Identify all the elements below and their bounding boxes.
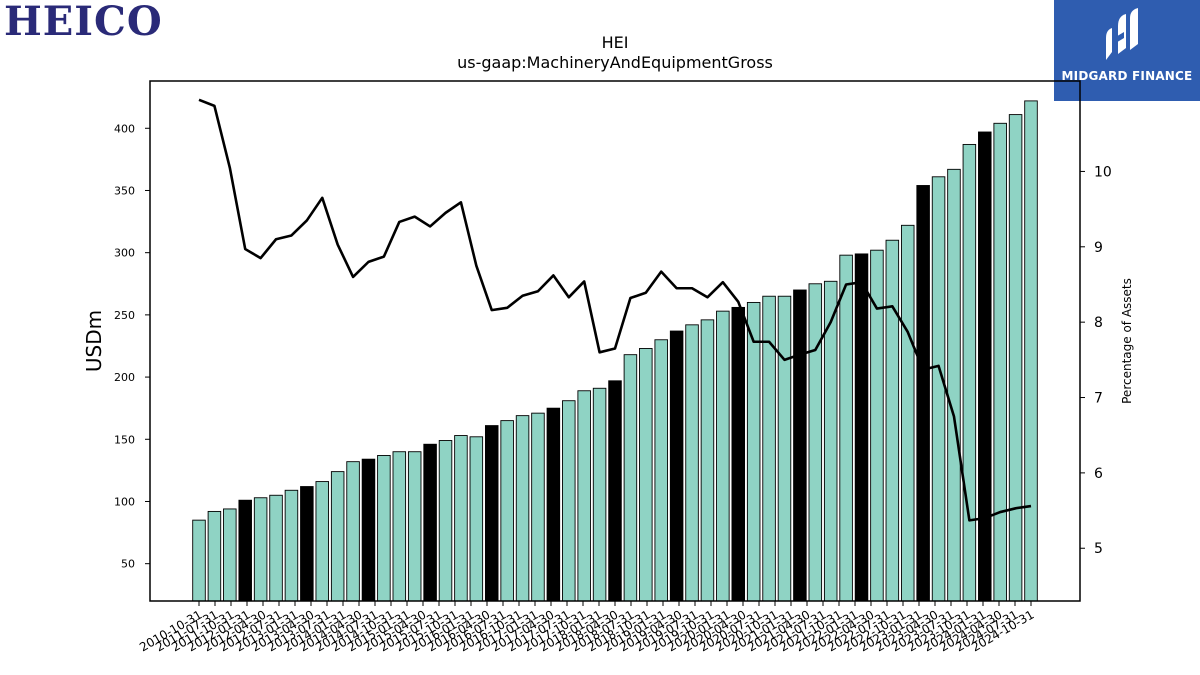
bar	[438, 440, 453, 602]
y-tick-label: 50	[121, 558, 135, 571]
y-tick-label: 400	[114, 122, 135, 135]
bar	[315, 481, 330, 602]
bar	[793, 289, 807, 602]
bar	[608, 380, 622, 602]
bar	[639, 348, 653, 602]
y2-axis-label: Percentage of Assets	[1120, 278, 1134, 404]
bar	[669, 330, 684, 602]
bar	[269, 494, 283, 602]
y2-tick-label: 9	[1094, 240, 1103, 256]
bar	[253, 497, 268, 602]
bar	[993, 122, 1007, 602]
bar	[238, 499, 252, 602]
y-tick-label: 300	[114, 247, 135, 260]
x-axis: 2010-10-312011-07-312011-10-312012-01-31…	[137, 601, 1037, 654]
bar	[654, 339, 668, 602]
bar	[577, 390, 591, 602]
y-axis-label: USDm	[82, 310, 106, 372]
bar	[1024, 100, 1038, 602]
bar	[808, 283, 823, 602]
bar	[947, 168, 961, 602]
bar	[377, 455, 391, 602]
bar	[900, 224, 915, 602]
bar	[854, 253, 869, 602]
bar	[716, 310, 730, 602]
bar	[484, 425, 499, 602]
bar	[962, 143, 977, 602]
right-axis: 5 6 7 8 9 10	[1080, 164, 1112, 557]
bar	[531, 412, 545, 602]
y2-tick-label: 7	[1094, 391, 1103, 407]
bar	[407, 451, 422, 602]
y2-tick-label: 5	[1094, 541, 1103, 557]
bar	[223, 508, 237, 602]
bar	[885, 239, 900, 602]
bar	[361, 458, 376, 602]
y2-tick-label: 8	[1094, 315, 1103, 331]
bar	[515, 415, 530, 602]
midgard-brand-text: MIDGARD FINANCE	[1061, 69, 1193, 83]
bar	[454, 435, 468, 602]
bar	[284, 489, 299, 602]
bar	[392, 451, 407, 602]
bar	[330, 471, 345, 602]
bar	[978, 131, 992, 602]
bar	[1008, 114, 1023, 602]
bar	[839, 254, 853, 602]
bar	[916, 185, 930, 602]
bar	[731, 306, 746, 602]
bar	[207, 510, 222, 602]
y-tick-label: 150	[114, 433, 135, 446]
bar	[300, 486, 314, 602]
y2-tick-label: 6	[1094, 466, 1103, 482]
bar	[469, 436, 484, 602]
y-tick-label: 250	[114, 309, 135, 322]
y-tick-label: 350	[114, 184, 135, 197]
bar	[562, 400, 576, 602]
bar	[546, 407, 561, 602]
bar	[700, 319, 715, 602]
bar	[346, 461, 360, 602]
midgard-mark-icon	[1106, 8, 1138, 60]
midgard-finance-logo: MIDGARD FINANCE	[1054, 0, 1200, 101]
bar	[685, 324, 699, 602]
bar	[777, 295, 792, 602]
y-tick-label: 100	[114, 495, 135, 508]
heico-logo: HEICO	[4, 0, 163, 45]
bar	[500, 420, 514, 602]
left-axis: 50 100 150 200 250 300 350 400	[114, 122, 150, 571]
bar	[192, 519, 206, 602]
bar	[623, 354, 638, 602]
bar	[931, 176, 946, 602]
bar	[423, 443, 437, 602]
line-layer	[198, 98, 1032, 522]
percentage-line	[198, 98, 1032, 522]
chart-subtitle: us-gaap:MachineryAndEquipmentGross	[457, 53, 773, 72]
bars-layer	[192, 100, 1038, 602]
y-tick-label: 200	[114, 371, 135, 384]
y2-tick-label: 10	[1094, 164, 1112, 180]
bar	[746, 301, 761, 602]
bar	[592, 387, 607, 602]
chart-title: HEI	[602, 33, 629, 52]
